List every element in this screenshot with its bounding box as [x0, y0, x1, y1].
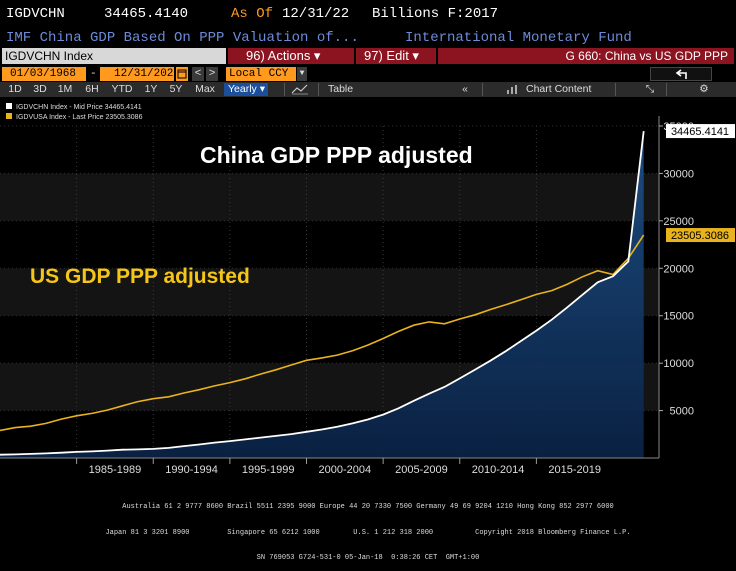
us-last-value-label-box	[666, 228, 735, 243]
security-field[interactable]: IGDVCHN Index	[2, 48, 226, 64]
period-button-max[interactable]: Max	[195, 83, 215, 95]
share-arrow-icon	[675, 69, 687, 79]
chart-area: 5000100001500020000250003000035000 1985-…	[0, 98, 736, 530]
legend: IGDVCHN Index - Mid Price 34465.4141 IGD…	[6, 103, 143, 121]
description-bar: IMF China GDP Based On PPP Valuation of.…	[0, 29, 736, 47]
y-tick-label: 10000	[663, 358, 694, 370]
period-button-ytd[interactable]: YTD	[111, 83, 133, 95]
grid-band	[0, 220, 659, 269]
period-bar: 1D 3D 1M 6H YTD 1Y 5Y Max Yearly ▾ Table « Char…	[0, 82, 736, 97]
chart-content-button[interactable]: Chart Content	[526, 83, 592, 95]
next-period-icon[interactable]: >	[206, 67, 218, 81]
prev-period-icon[interactable]: <	[192, 67, 204, 81]
currency-dropdown-icon[interactable]: ▼	[297, 67, 307, 81]
edit-menu-button[interactable]: 97) Edit ▾	[356, 48, 436, 64]
footer-contacts-line: Australia 61 2 9777 8600 Brazil 5511 239…	[122, 503, 614, 511]
units-label: Billions F:2017	[372, 6, 499, 22]
china-last-value-label-box	[666, 124, 735, 139]
settings-gear-icon[interactable]: ⚙	[699, 83, 709, 95]
date-range-dash: -	[90, 68, 97, 80]
grid-band	[0, 173, 659, 221]
y-tick-label: 25000	[663, 216, 694, 228]
footer: Australia 61 2 9777 8600 Brazil 5511 239…	[0, 486, 736, 571]
toolbar: IGDVCHN Index 96) Actions ▾ 97) Edit ▾ G…	[0, 47, 736, 65]
ticker-symbol: IGDVCHN	[6, 6, 65, 22]
china-annotation: China GDP PPP adjusted	[200, 142, 473, 168]
security-description: IMF China GDP Based On PPP Valuation of.…	[6, 30, 359, 46]
period-button-1m[interactable]: 1M	[57, 83, 73, 95]
china-legend-swatch	[6, 103, 12, 109]
end-date-input[interactable]: 12/31/2022	[100, 67, 180, 81]
china-legend-text: IGDVCHN Index - Mid Price 34465.4141	[16, 104, 142, 111]
table-button[interactable]: Table	[328, 83, 354, 95]
start-date-input[interactable]: 01/03/1968	[2, 67, 86, 81]
us-legend-text: IGDVUSA Index - Last Price 23505.3086	[16, 114, 143, 121]
us-gdp-series-line	[0, 234, 645, 432]
calendar-icon[interactable]	[176, 67, 188, 81]
y-tick-label: 20000	[663, 263, 694, 275]
chart-content-icon[interactable]	[505, 83, 519, 96]
currency-select[interactable]: Local CCY	[226, 67, 296, 81]
grid-band	[0, 126, 659, 174]
period-button-6h[interactable]: 6H	[85, 83, 99, 95]
collapse-left-icon[interactable]: «	[462, 83, 468, 95]
y-tick-label: 15000	[663, 311, 694, 323]
x-tick-label: 1990-1994	[165, 464, 218, 476]
as-of-label: As Of	[231, 6, 274, 22]
period-button-3d[interactable]: 3D	[33, 83, 47, 95]
line-chart-icon[interactable]	[290, 83, 310, 96]
x-tick-label: 2005-2009	[395, 464, 448, 476]
period-button-5y[interactable]: 5Y	[169, 83, 183, 95]
us-annotation: US GDP PPP adjusted	[30, 265, 250, 288]
as-of-date: 12/31/22	[282, 6, 350, 22]
us-last-value-label: 23505.3086	[671, 230, 729, 242]
period-button-1y[interactable]: 1Y	[144, 83, 158, 95]
y-tick-label: 30000	[663, 168, 694, 180]
y-tick-label: 5000	[670, 406, 694, 418]
x-tick-label: 2000-2004	[319, 464, 372, 476]
last-value: 34465.4140	[104, 6, 189, 22]
x-tick-label: 2010-2014	[472, 464, 525, 476]
date-range-bar: 01/03/1968 - 12/31/2022 < > Local CCY ▼	[0, 66, 736, 82]
frequency-select[interactable]: Yearly ▾	[224, 83, 268, 96]
page-title: G 660: China vs US GDP PPP	[438, 48, 734, 64]
china-area-fill	[0, 131, 644, 458]
expand-icon[interactable]: ⤡	[645, 83, 655, 95]
x-tick-label: 1985-1989	[89, 464, 142, 476]
footer-session-line: SN 769053 G724-531-0 05-Jan-18 0:38:26 C…	[256, 554, 480, 562]
x-tick-label: 1995-1999	[242, 464, 295, 476]
china-last-value-label: 34465.4141	[671, 126, 729, 138]
us-legend-swatch	[6, 113, 12, 119]
share-button[interactable]	[650, 67, 712, 81]
gdp-line-chart: 5000100001500020000250003000035000 1985-…	[0, 98, 735, 476]
x-tick-label: 2015-2019	[548, 464, 601, 476]
ticker-header: IGDVCHN 34465.4140 As Of 12/31/22 Billio…	[0, 0, 736, 29]
china-gdp-series-line	[0, 130, 645, 456]
period-button-1d[interactable]: 1D	[8, 83, 22, 95]
actions-menu-button[interactable]: 96) Actions ▾	[228, 48, 354, 64]
data-source: International Monetary Fund	[405, 30, 632, 46]
